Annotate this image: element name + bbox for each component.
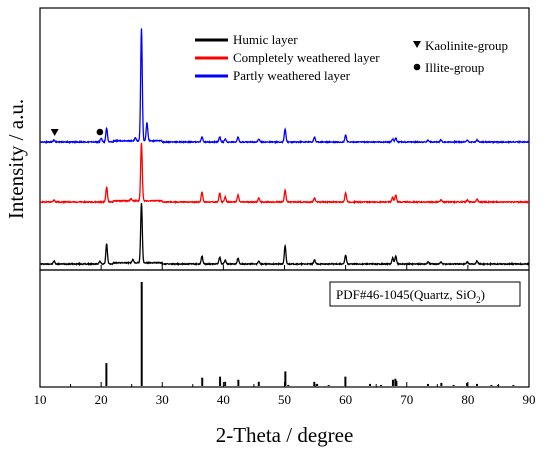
x-tick-label-70: 70 (400, 392, 413, 407)
kaolinite-marker (50, 129, 59, 136)
phase-markers (50, 128, 104, 136)
x-tick-label-80: 80 (461, 392, 474, 407)
reference-lines (105, 282, 515, 386)
x-axis-title: 2-Theta / degree (216, 423, 354, 447)
x-axis-ticks: 10 20 30 40 50 60 70 80 90 (34, 265, 536, 407)
reference-label-subscript: 2 (476, 295, 481, 305)
x-tick-label-60: 60 (339, 392, 352, 407)
x-tick-label-20: 20 (95, 392, 108, 407)
reference-label-box: PDF#46-1045(Quartz, SiO2) (329, 281, 521, 307)
legend-label-3: Partly weathered layer (233, 68, 351, 83)
illite-legend-symbol (413, 63, 421, 71)
x-tick-label-10: 10 (34, 392, 47, 407)
x-tick-label-40: 40 (217, 392, 230, 407)
marker-legend-label-1: Kaolinite-group (425, 38, 508, 53)
illite-marker (96, 128, 104, 136)
legend: Humic layer Completely weathered layer Par… (195, 32, 380, 83)
reference-label-tail: ) (481, 287, 485, 302)
x-tick-label-50: 50 (278, 392, 291, 407)
kaolinite-legend-symbol (413, 41, 421, 48)
series-line-1 (39, 203, 530, 267)
series-layer (39, 28, 530, 267)
reference-label-frame (329, 281, 521, 307)
y-axis-title: Intensity / a.u. (4, 99, 28, 219)
x-tick-label-90: 90 (523, 392, 536, 407)
phase-marker-legend: Kaolinite-group Illite-group (413, 38, 508, 75)
legend-label-1: Humic layer (233, 32, 298, 47)
series-line-2 (39, 142, 530, 205)
reference-label-main: PDF#46-1045(Quartz, SiO (336, 287, 476, 302)
x-tick-label-30: 30 (156, 392, 169, 407)
marker-legend-label-2: Illite-group (425, 60, 484, 75)
legend-label-2: Completely weathered layer (233, 50, 380, 65)
reference-label: PDF#46-1045(Quartz, SiO2) (336, 287, 485, 305)
series-line-3 (39, 28, 530, 145)
